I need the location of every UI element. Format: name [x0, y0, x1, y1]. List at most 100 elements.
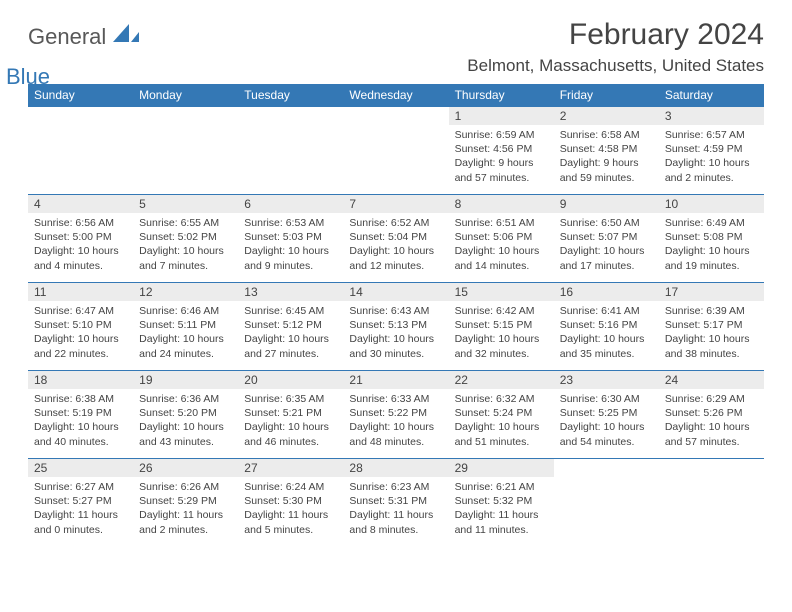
day-header: Saturday — [659, 84, 764, 107]
day-details: Sunrise: 6:53 AMSunset: 5:03 PMDaylight:… — [238, 213, 343, 275]
day-number: 8 — [449, 195, 554, 213]
day-cell: 23Sunrise: 6:30 AMSunset: 5:25 PMDayligh… — [554, 371, 659, 459]
day-header: Monday — [133, 84, 238, 107]
day-cell: 5Sunrise: 6:55 AMSunset: 5:02 PMDaylight… — [133, 195, 238, 283]
day-cell — [343, 107, 448, 195]
day-cell: 25Sunrise: 6:27 AMSunset: 5:27 PMDayligh… — [28, 459, 133, 547]
day-number: 22 — [449, 371, 554, 389]
day-number: 28 — [343, 459, 448, 477]
day-number: 14 — [343, 283, 448, 301]
day-cell: 6Sunrise: 6:53 AMSunset: 5:03 PMDaylight… — [238, 195, 343, 283]
day-number: 27 — [238, 459, 343, 477]
day-cell: 17Sunrise: 6:39 AMSunset: 5:17 PMDayligh… — [659, 283, 764, 371]
day-details: Sunrise: 6:29 AMSunset: 5:26 PMDaylight:… — [659, 389, 764, 451]
week-row: 1Sunrise: 6:59 AMSunset: 4:56 PMDaylight… — [28, 107, 764, 195]
day-details: Sunrise: 6:41 AMSunset: 5:16 PMDaylight:… — [554, 301, 659, 363]
day-details: Sunrise: 6:30 AMSunset: 5:25 PMDaylight:… — [554, 389, 659, 451]
day-cell: 9Sunrise: 6:50 AMSunset: 5:07 PMDaylight… — [554, 195, 659, 283]
day-details: Sunrise: 6:32 AMSunset: 5:24 PMDaylight:… — [449, 389, 554, 451]
week-row: 18Sunrise: 6:38 AMSunset: 5:19 PMDayligh… — [28, 371, 764, 459]
day-number: 20 — [238, 371, 343, 389]
day-cell: 20Sunrise: 6:35 AMSunset: 5:21 PMDayligh… — [238, 371, 343, 459]
day-cell: 7Sunrise: 6:52 AMSunset: 5:04 PMDaylight… — [343, 195, 448, 283]
day-cell: 27Sunrise: 6:24 AMSunset: 5:30 PMDayligh… — [238, 459, 343, 547]
title-block: February 2024 Belmont, Massachusetts, Un… — [467, 18, 764, 76]
day-details: Sunrise: 6:50 AMSunset: 5:07 PMDaylight:… — [554, 213, 659, 275]
day-cell: 26Sunrise: 6:26 AMSunset: 5:29 PMDayligh… — [133, 459, 238, 547]
day-details: Sunrise: 6:24 AMSunset: 5:30 PMDaylight:… — [238, 477, 343, 539]
day-number: 15 — [449, 283, 554, 301]
day-details: Sunrise: 6:21 AMSunset: 5:32 PMDaylight:… — [449, 477, 554, 539]
day-cell: 12Sunrise: 6:46 AMSunset: 5:11 PMDayligh… — [133, 283, 238, 371]
day-number: 2 — [554, 107, 659, 125]
day-cell — [238, 107, 343, 195]
logo-sail-icon — [113, 31, 139, 48]
day-number: 9 — [554, 195, 659, 213]
day-details: Sunrise: 6:42 AMSunset: 5:15 PMDaylight:… — [449, 301, 554, 363]
day-header: Wednesday — [343, 84, 448, 107]
day-number: 6 — [238, 195, 343, 213]
day-details: Sunrise: 6:55 AMSunset: 5:02 PMDaylight:… — [133, 213, 238, 275]
day-cell: 1Sunrise: 6:59 AMSunset: 4:56 PMDaylight… — [449, 107, 554, 195]
day-cell: 19Sunrise: 6:36 AMSunset: 5:20 PMDayligh… — [133, 371, 238, 459]
day-header: Friday — [554, 84, 659, 107]
day-details: Sunrise: 6:38 AMSunset: 5:19 PMDaylight:… — [28, 389, 133, 451]
day-details: Sunrise: 6:35 AMSunset: 5:21 PMDaylight:… — [238, 389, 343, 451]
day-cell: 11Sunrise: 6:47 AMSunset: 5:10 PMDayligh… — [28, 283, 133, 371]
day-cell: 28Sunrise: 6:23 AMSunset: 5:31 PMDayligh… — [343, 459, 448, 547]
day-number: 21 — [343, 371, 448, 389]
day-number: 1 — [449, 107, 554, 125]
day-details: Sunrise: 6:27 AMSunset: 5:27 PMDaylight:… — [28, 477, 133, 539]
day-header: Tuesday — [238, 84, 343, 107]
day-details: Sunrise: 6:46 AMSunset: 5:11 PMDaylight:… — [133, 301, 238, 363]
day-details: Sunrise: 6:58 AMSunset: 4:58 PMDaylight:… — [554, 125, 659, 187]
week-row: 11Sunrise: 6:47 AMSunset: 5:10 PMDayligh… — [28, 283, 764, 371]
day-details: Sunrise: 6:39 AMSunset: 5:17 PMDaylight:… — [659, 301, 764, 363]
day-cell: 24Sunrise: 6:29 AMSunset: 5:26 PMDayligh… — [659, 371, 764, 459]
day-number: 23 — [554, 371, 659, 389]
day-header-row: SundayMondayTuesdayWednesdayThursdayFrid… — [28, 84, 764, 107]
day-details: Sunrise: 6:45 AMSunset: 5:12 PMDaylight:… — [238, 301, 343, 363]
day-cell: 18Sunrise: 6:38 AMSunset: 5:19 PMDayligh… — [28, 371, 133, 459]
day-details: Sunrise: 6:51 AMSunset: 5:06 PMDaylight:… — [449, 213, 554, 275]
day-number: 5 — [133, 195, 238, 213]
day-details: Sunrise: 6:59 AMSunset: 4:56 PMDaylight:… — [449, 125, 554, 187]
day-number: 17 — [659, 283, 764, 301]
month-title: February 2024 — [467, 18, 764, 52]
day-cell: 8Sunrise: 6:51 AMSunset: 5:06 PMDaylight… — [449, 195, 554, 283]
day-cell — [554, 459, 659, 547]
day-cell: 3Sunrise: 6:57 AMSunset: 4:59 PMDaylight… — [659, 107, 764, 195]
day-cell: 14Sunrise: 6:43 AMSunset: 5:13 PMDayligh… — [343, 283, 448, 371]
day-details: Sunrise: 6:47 AMSunset: 5:10 PMDaylight:… — [28, 301, 133, 363]
day-cell — [28, 107, 133, 195]
day-number: 18 — [28, 371, 133, 389]
day-cell — [659, 459, 764, 547]
day-number: 25 — [28, 459, 133, 477]
day-header: Thursday — [449, 84, 554, 107]
day-details: Sunrise: 6:52 AMSunset: 5:04 PMDaylight:… — [343, 213, 448, 275]
day-cell: 2Sunrise: 6:58 AMSunset: 4:58 PMDaylight… — [554, 107, 659, 195]
day-number: 11 — [28, 283, 133, 301]
day-number: 26 — [133, 459, 238, 477]
day-number: 19 — [133, 371, 238, 389]
day-number: 24 — [659, 371, 764, 389]
day-number: 3 — [659, 107, 764, 125]
day-details: Sunrise: 6:49 AMSunset: 5:08 PMDaylight:… — [659, 213, 764, 275]
day-number: 10 — [659, 195, 764, 213]
day-cell: 4Sunrise: 6:56 AMSunset: 5:00 PMDaylight… — [28, 195, 133, 283]
day-number: 12 — [133, 283, 238, 301]
location-text: Belmont, Massachusetts, United States — [467, 56, 764, 76]
day-details: Sunrise: 6:36 AMSunset: 5:20 PMDaylight:… — [133, 389, 238, 451]
day-cell: 10Sunrise: 6:49 AMSunset: 5:08 PMDayligh… — [659, 195, 764, 283]
day-cell: 22Sunrise: 6:32 AMSunset: 5:24 PMDayligh… — [449, 371, 554, 459]
week-row: 25Sunrise: 6:27 AMSunset: 5:27 PMDayligh… — [28, 459, 764, 547]
day-number: 4 — [28, 195, 133, 213]
day-details: Sunrise: 6:43 AMSunset: 5:13 PMDaylight:… — [343, 301, 448, 363]
day-number: 29 — [449, 459, 554, 477]
calendar-table: SundayMondayTuesdayWednesdayThursdayFrid… — [28, 84, 764, 547]
logo: General Blue — [28, 24, 139, 76]
week-row: 4Sunrise: 6:56 AMSunset: 5:00 PMDaylight… — [28, 195, 764, 283]
day-number: 16 — [554, 283, 659, 301]
day-cell: 15Sunrise: 6:42 AMSunset: 5:15 PMDayligh… — [449, 283, 554, 371]
day-cell: 29Sunrise: 6:21 AMSunset: 5:32 PMDayligh… — [449, 459, 554, 547]
